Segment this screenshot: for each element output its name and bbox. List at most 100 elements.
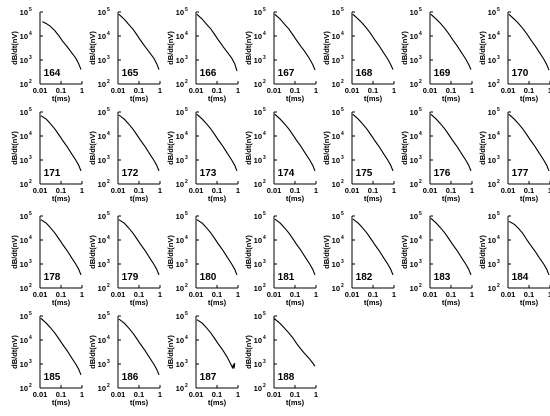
y-tick-exponent: 2 bbox=[29, 383, 32, 389]
y-tick-exponent: 2 bbox=[263, 179, 266, 185]
panel-label: 166 bbox=[200, 68, 217, 79]
y-tick-label: 10 bbox=[410, 212, 418, 221]
x-tick-label: 0.01 bbox=[33, 390, 48, 399]
y-tick-label: 10 bbox=[98, 108, 106, 117]
y-tick-label: 10 bbox=[410, 236, 418, 245]
x-axis-label: t(ms) bbox=[364, 94, 383, 103]
y-tick-exponent: 4 bbox=[263, 131, 266, 137]
y-tick-label: 10 bbox=[332, 80, 340, 89]
y-tick-exponent: 2 bbox=[341, 79, 344, 85]
y-tick-exponent: 3 bbox=[185, 155, 188, 161]
y-tick-label: 10 bbox=[410, 180, 418, 189]
y-tick-exponent: 4 bbox=[29, 131, 32, 137]
y-tick-exponent: 2 bbox=[341, 283, 344, 289]
y-tick-label: 10 bbox=[176, 156, 184, 165]
y-axis-label: dB/dt(nV) bbox=[166, 335, 175, 369]
y-tick-exponent: 5 bbox=[29, 7, 32, 13]
y-tick-label: 10 bbox=[488, 132, 496, 141]
y-tick-label: 10 bbox=[20, 212, 28, 221]
y-tick-exponent: 2 bbox=[419, 283, 422, 289]
y-tick-exponent: 5 bbox=[29, 311, 32, 317]
x-axis-label: t(ms) bbox=[130, 94, 149, 103]
y-tick-exponent: 3 bbox=[107, 55, 110, 61]
series-line bbox=[274, 113, 316, 172]
y-tick-exponent: 3 bbox=[29, 55, 32, 61]
y-tick-exponent: 3 bbox=[497, 155, 500, 161]
y-tick-exponent: 2 bbox=[185, 179, 188, 185]
y-tick-label: 10 bbox=[254, 384, 262, 393]
y-tick-exponent: 4 bbox=[29, 31, 32, 37]
x-tick-label: 1 bbox=[470, 290, 474, 299]
x-tick-label: 0.01 bbox=[345, 290, 360, 299]
y-axis-label: dB/dt(nV) bbox=[244, 335, 253, 369]
x-tick-label: 1 bbox=[236, 86, 240, 95]
y-tick-exponent: 4 bbox=[185, 31, 188, 37]
x-tick-label: 1 bbox=[236, 290, 240, 299]
panel-label: 187 bbox=[200, 372, 217, 383]
y-tick-label: 10 bbox=[176, 284, 184, 293]
x-tick-label: 0.01 bbox=[267, 390, 282, 399]
y-tick-label: 10 bbox=[332, 108, 340, 117]
y-tick-exponent: 2 bbox=[263, 283, 266, 289]
y-tick-label: 10 bbox=[332, 156, 340, 165]
y-tick-exponent: 4 bbox=[107, 235, 110, 241]
y-tick-exponent: 5 bbox=[185, 107, 188, 113]
x-axis-label: t(ms) bbox=[286, 398, 305, 407]
y-tick-exponent: 3 bbox=[419, 155, 422, 161]
y-axis-label: dB/dt(nV) bbox=[478, 235, 487, 269]
y-tick-label: 10 bbox=[410, 80, 418, 89]
x-tick-label: 0.01 bbox=[189, 86, 204, 95]
y-tick-exponent: 4 bbox=[419, 235, 422, 241]
series-line bbox=[274, 13, 316, 71]
y-tick-exponent: 4 bbox=[185, 335, 188, 341]
series-line bbox=[352, 13, 394, 70]
y-axis-label: dB/dt(nV) bbox=[400, 31, 409, 65]
x-tick-label: 0.01 bbox=[189, 186, 204, 195]
y-tick-label: 10 bbox=[254, 312, 262, 321]
x-tick-label: 0.01 bbox=[267, 86, 282, 95]
panel-label: 181 bbox=[278, 272, 295, 283]
panel-label: 188 bbox=[278, 372, 295, 383]
x-axis-label: t(ms) bbox=[442, 298, 461, 307]
y-tick-exponent: 3 bbox=[263, 359, 266, 365]
y-tick-exponent: 4 bbox=[185, 235, 188, 241]
y-tick-exponent: 5 bbox=[107, 7, 110, 13]
y-tick-exponent: 5 bbox=[419, 211, 422, 217]
y-axis-label: dB/dt(nV) bbox=[478, 31, 487, 65]
y-tick-exponent: 5 bbox=[263, 7, 266, 13]
x-tick-label: 1 bbox=[470, 86, 474, 95]
x-tick-label: 1 bbox=[80, 290, 84, 299]
y-tick-label: 10 bbox=[176, 80, 184, 89]
series-line bbox=[40, 115, 82, 172]
y-tick-exponent: 5 bbox=[107, 107, 110, 113]
panel-label: 165 bbox=[122, 68, 139, 79]
x-axis-label: t(ms) bbox=[520, 298, 539, 307]
panel-label: 178 bbox=[44, 272, 61, 283]
y-tick-label: 10 bbox=[20, 56, 28, 65]
y-tick-label: 10 bbox=[98, 384, 106, 393]
y-tick-exponent: 3 bbox=[185, 55, 188, 61]
x-tick-label: 0.1 bbox=[368, 290, 378, 299]
y-axis-label: dB/dt(nV) bbox=[88, 335, 97, 369]
panel-label: 186 bbox=[122, 372, 139, 383]
x-tick-label: 0.01 bbox=[33, 186, 48, 195]
y-tick-exponent: 2 bbox=[419, 179, 422, 185]
y-tick-label: 10 bbox=[410, 8, 418, 17]
series-line bbox=[196, 13, 238, 72]
x-tick-label: 0.1 bbox=[368, 86, 378, 95]
y-tick-label: 10 bbox=[332, 212, 340, 221]
y-tick-label: 10 bbox=[98, 236, 106, 245]
y-tick-label: 10 bbox=[254, 108, 262, 117]
y-tick-exponent: 3 bbox=[497, 55, 500, 61]
series-line bbox=[118, 13, 160, 70]
panel-label: 174 bbox=[278, 168, 295, 179]
x-tick-label: 0.01 bbox=[111, 390, 126, 399]
x-axis-label: t(ms) bbox=[364, 194, 383, 203]
y-tick-label: 10 bbox=[410, 156, 418, 165]
